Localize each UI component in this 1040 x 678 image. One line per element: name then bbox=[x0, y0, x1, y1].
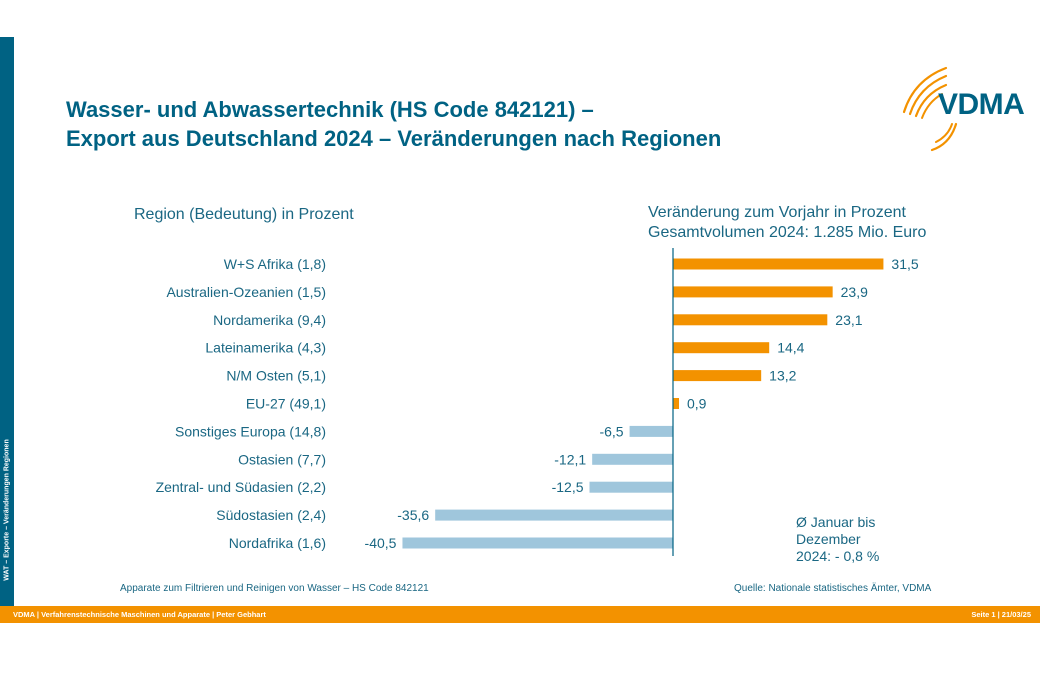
data-label: -12,1 bbox=[554, 451, 586, 467]
data-label: -12,5 bbox=[552, 479, 584, 495]
title-line-1: Wasser- und Abwassertechnik (HS Code 842… bbox=[66, 97, 594, 122]
bar bbox=[589, 481, 673, 493]
footer-organization: VDMA | Verfahrenstechnische Maschinen un… bbox=[13, 610, 266, 619]
category-axis-header: Region (Bedeutung) in Prozent bbox=[134, 206, 354, 223]
chart-title: Veränderung zum Vorjahr in Prozent bbox=[648, 204, 906, 221]
source-footnote: Quelle: Nationale statistisches Ämter, V… bbox=[734, 583, 932, 594]
logo-text: VDMA bbox=[938, 88, 1025, 121]
data-label: 13,2 bbox=[769, 368, 796, 384]
average-note: Ø Januar bis Dezember 2024: - 0,8 % bbox=[796, 514, 880, 564]
bar bbox=[435, 509, 673, 521]
category-label: N/M Osten (5,1) bbox=[226, 368, 326, 384]
bar bbox=[673, 286, 833, 298]
value-axis-header: Veränderung zum Vorjahr in Prozent Gesam… bbox=[648, 203, 926, 243]
category-label: EU-27 (49,1) bbox=[246, 396, 326, 412]
footer-bar: VDMA | Verfahrenstechnische Maschinen un… bbox=[0, 606, 1040, 623]
bar bbox=[629, 425, 673, 437]
data-label: -40,5 bbox=[365, 535, 397, 551]
bar bbox=[673, 398, 680, 409]
bar bbox=[673, 342, 770, 354]
data-label: 14,4 bbox=[777, 340, 804, 356]
category-label: Australien-Ozeanien (1,5) bbox=[166, 284, 326, 300]
category-label: Zentral- und Südasien (2,2) bbox=[156, 479, 326, 495]
side-accent-bar bbox=[0, 37, 14, 606]
category-label: Nordamerika (9,4) bbox=[213, 312, 326, 328]
data-label: 23,1 bbox=[835, 312, 862, 328]
vdma-logo-icon bbox=[902, 66, 958, 152]
footer-page-date: Seite 1 | 21/03/25 bbox=[971, 610, 1031, 619]
category-label: W+S Afrika (1,8) bbox=[224, 256, 326, 272]
data-label: -6,5 bbox=[599, 423, 623, 439]
chart-subtitle: Gesamtvolumen 2024: 1.285 Mio. Euro bbox=[648, 224, 927, 241]
title-line-2: Export aus Deutschland 2024 – Veränderun… bbox=[66, 126, 722, 151]
slide-title: Wasser- und Abwassertechnik (HS Code 842… bbox=[66, 95, 721, 153]
bar bbox=[673, 258, 884, 270]
category-label: Nordafrika (1,6) bbox=[229, 535, 326, 551]
data-label: 23,9 bbox=[841, 284, 868, 300]
data-label: -35,6 bbox=[397, 507, 429, 523]
bar bbox=[592, 453, 673, 465]
category-label: Lateinamerika (4,3) bbox=[205, 340, 326, 356]
bar bbox=[402, 537, 673, 549]
product-footnote: Apparate zum Filtrieren und Reinigen von… bbox=[120, 583, 429, 594]
bar bbox=[673, 370, 762, 382]
bar bbox=[673, 314, 828, 326]
data-label: 31,5 bbox=[891, 256, 918, 272]
category-label: Sonstiges Europa (14,8) bbox=[175, 423, 326, 439]
category-label: Südostasien (2,4) bbox=[216, 507, 326, 523]
category-label: Ostasien (7,7) bbox=[238, 451, 326, 467]
data-label: 0,9 bbox=[687, 396, 707, 412]
